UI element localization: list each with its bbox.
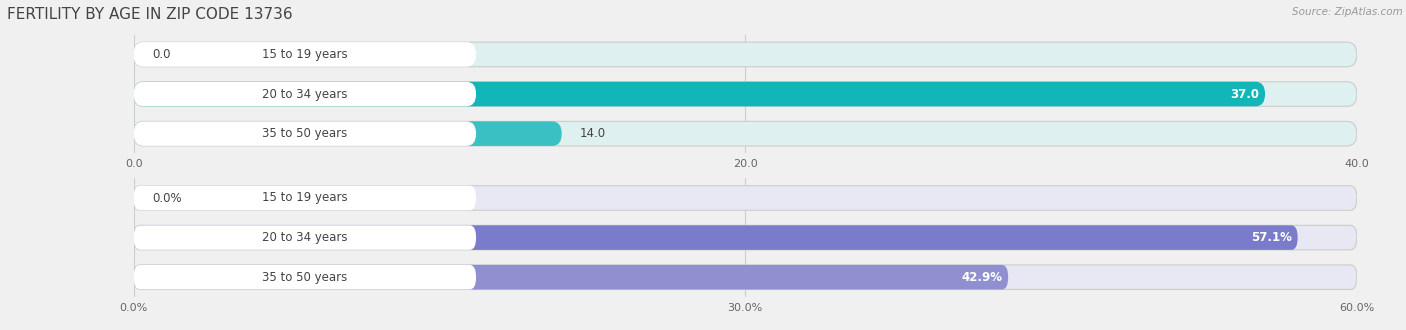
- FancyBboxPatch shape: [134, 121, 477, 146]
- Text: FERTILITY BY AGE IN ZIP CODE 13736: FERTILITY BY AGE IN ZIP CODE 13736: [7, 7, 292, 21]
- Text: 37.0: 37.0: [1230, 87, 1258, 101]
- FancyBboxPatch shape: [134, 82, 477, 106]
- FancyBboxPatch shape: [134, 186, 477, 210]
- FancyBboxPatch shape: [134, 186, 1357, 210]
- FancyBboxPatch shape: [134, 225, 477, 250]
- FancyBboxPatch shape: [134, 121, 1357, 146]
- FancyBboxPatch shape: [134, 265, 1357, 289]
- Text: 57.1%: 57.1%: [1251, 231, 1292, 244]
- Text: 42.9%: 42.9%: [962, 271, 1002, 284]
- FancyBboxPatch shape: [134, 225, 1298, 250]
- FancyBboxPatch shape: [134, 265, 477, 289]
- Text: 15 to 19 years: 15 to 19 years: [262, 48, 347, 61]
- Text: 14.0: 14.0: [581, 127, 606, 140]
- FancyBboxPatch shape: [134, 225, 1357, 250]
- Text: 0.0: 0.0: [152, 48, 170, 61]
- Text: 20 to 34 years: 20 to 34 years: [262, 231, 347, 244]
- Text: 15 to 19 years: 15 to 19 years: [262, 191, 347, 205]
- Text: 20 to 34 years: 20 to 34 years: [262, 87, 347, 101]
- FancyBboxPatch shape: [134, 42, 477, 67]
- Text: Source: ZipAtlas.com: Source: ZipAtlas.com: [1292, 7, 1403, 16]
- Text: 35 to 50 years: 35 to 50 years: [262, 127, 347, 140]
- FancyBboxPatch shape: [134, 42, 1357, 67]
- Text: 35 to 50 years: 35 to 50 years: [262, 271, 347, 284]
- FancyBboxPatch shape: [134, 82, 1265, 106]
- Text: 0.0%: 0.0%: [152, 191, 181, 205]
- FancyBboxPatch shape: [134, 82, 1357, 106]
- FancyBboxPatch shape: [134, 265, 1008, 289]
- FancyBboxPatch shape: [134, 121, 562, 146]
